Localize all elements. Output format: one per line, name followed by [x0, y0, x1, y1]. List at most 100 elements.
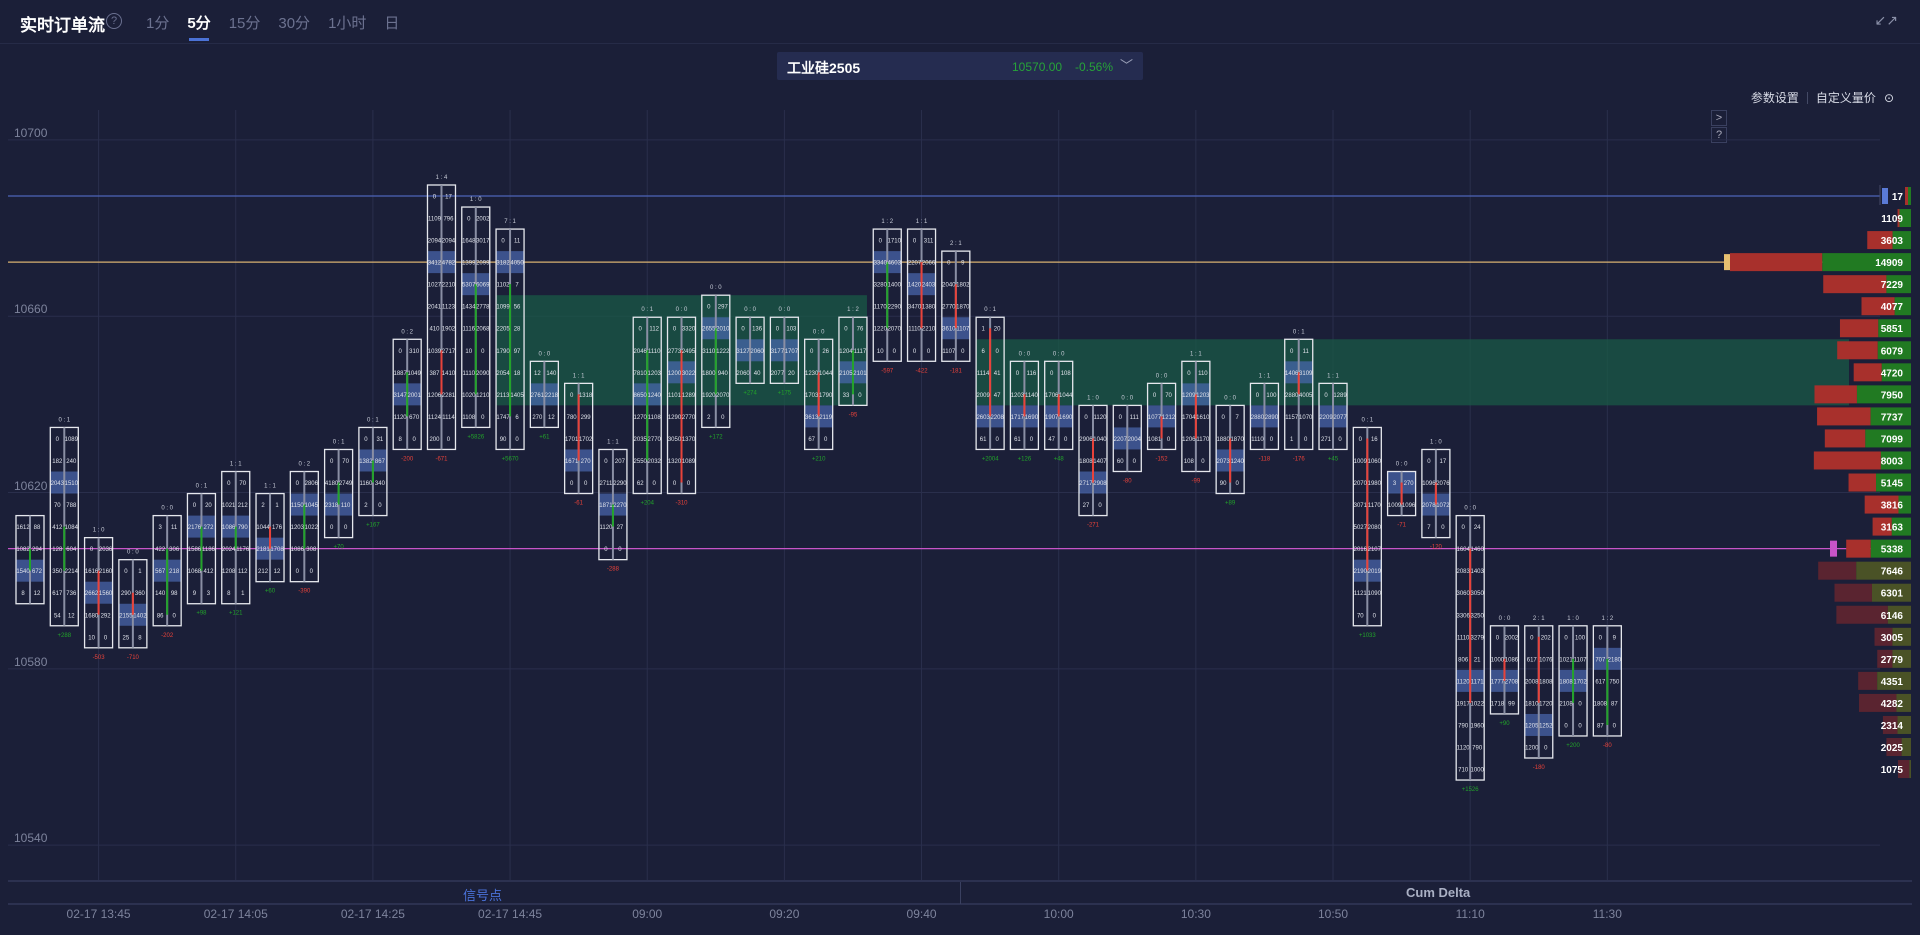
bid-volume: 2207 [908, 261, 922, 267]
ask-volume: 310 [409, 349, 420, 355]
tab-interval[interactable]: 1分 [146, 15, 170, 32]
collapse-arrows-icon[interactable]: ↙↗ [1874, 12, 1898, 28]
candle-signal-count: 0 : 0 [710, 285, 722, 291]
bid-volume: 3127 [736, 349, 750, 355]
bid-volume: 2880 [1285, 393, 1299, 399]
ask-volume: 1400 [888, 283, 902, 289]
ask-volume: 103 [786, 327, 797, 333]
bid-volume: 5307 [462, 283, 476, 289]
ask-volume: 0 [1578, 701, 1582, 707]
bid-volume: 2711 [599, 481, 613, 487]
bid-volume: 2880 [1251, 415, 1265, 421]
profile-row: 1075 [1881, 760, 1911, 779]
ask-volume: 1203 [1196, 393, 1210, 399]
bid-volume: 3110 [702, 349, 716, 355]
bid-volume: 1110 [908, 327, 921, 333]
ask-volume: 2495 [682, 349, 696, 355]
ask-volume: 0 [1578, 723, 1582, 729]
bid-volume: 1434 [462, 305, 476, 311]
ask-volume: 1120 [1094, 415, 1108, 421]
ask-volume: 2107 [1368, 547, 1382, 553]
bid-volume: 2155 [119, 613, 133, 619]
profile-volume: 4351 [1881, 677, 1904, 688]
bid-volume: 1160 [359, 481, 373, 487]
bid-volume: 2655 [702, 327, 716, 333]
bid-volume: 0 [399, 349, 403, 355]
ask-volume: 867 [375, 459, 386, 465]
ask-volume: 2890 [1265, 415, 1279, 421]
profile-volume: 7229 [1881, 280, 1904, 291]
bid-volume: 2550 [634, 459, 648, 465]
candle-delta: +1526 [1462, 787, 1480, 793]
profile-sell-bar [1730, 253, 1823, 272]
ask-volume: 1402 [133, 613, 147, 619]
symbol-name: 工业硅2505 [787, 60, 861, 76]
tab-signals[interactable]: 信号点 [463, 888, 503, 903]
ask-volume: 1076 [1539, 657, 1553, 663]
ask-volume: 7 [1235, 415, 1239, 421]
ask-volume: 2099 [476, 261, 490, 267]
bid-volume: 1880 [1216, 437, 1230, 443]
candle-delta: +48 [1054, 456, 1065, 462]
tab-cum-delta[interactable]: Cum Delta [1406, 885, 1471, 900]
bid-volume: 0 [673, 327, 677, 333]
ask-volume: 2070 [716, 393, 730, 399]
chevron-down-icon: ﹀ [1120, 58, 1134, 73]
custom-volume-price-link[interactable]: 自定义量价 [1815, 91, 1876, 105]
bid-volume: 108 [1184, 459, 1195, 465]
footprint-candle: 0 17 1096 2076 2078 1072 7 0 1 : 0 -120 [1421, 439, 1451, 551]
profile-row: 4077 [1861, 297, 1911, 316]
params-settings-link[interactable]: 参数设置 [1750, 91, 1799, 105]
ask-volume: 0 [584, 481, 588, 487]
ask-volume: 1 [138, 569, 142, 575]
bid-volume: 1120 [1457, 746, 1471, 752]
ask-volume: 311 [924, 239, 934, 245]
tab-interval[interactable]: 30分 [278, 15, 311, 32]
bid-volume: 1420 [908, 283, 922, 289]
footprint-candle: 0 1089 182 240 2043 1510 70 788 412 1084 128 604 350… [49, 417, 79, 639]
settings-circle-icon[interactable]: ⊙ [1883, 90, 1894, 105]
bid-volume: 9 [193, 591, 197, 597]
ask-volume: 100 [1575, 635, 1586, 641]
candle-signal-count: 0 : 1 [333, 439, 345, 445]
tab-interval[interactable]: 15分 [228, 15, 261, 32]
candle-signal-count: 0 : 0 [676, 307, 688, 313]
ask-volume: 1902 [442, 327, 456, 333]
candle-delta: +70 [334, 545, 345, 551]
time-label: 10:30 [1180, 907, 1211, 921]
bid-volume: 2077 [771, 371, 785, 377]
ask-volume: 2036 [99, 547, 113, 553]
help-button[interactable]: ? [1711, 127, 1727, 143]
footprint-candle: 12 140 2761 2218 270 12 0 : 0 +61 [529, 351, 559, 440]
bid-volume: 1114 [977, 371, 990, 377]
ask-volume: 2160 [99, 569, 113, 575]
bid-volume: 61 [1014, 437, 1021, 443]
ask-volume: 1460 [1471, 547, 1485, 553]
bid-volume: 1150 [291, 503, 305, 509]
symbol-selector[interactable]: 工业硅2505 10570.00 -0.56% ﹀ [777, 52, 1143, 80]
footprint-candle: 0 1289 2209 2077 271 0 1 : 1 +45 [1318, 373, 1348, 462]
profile-volume: 1075 [1881, 765, 1904, 776]
bid-volume: 1230 [805, 371, 819, 377]
ask-volume: 31 [377, 437, 384, 443]
bid-volume: 182 [52, 459, 63, 465]
ask-volume: 2218 [545, 393, 559, 399]
tab-interval[interactable]: 5分 [187, 12, 211, 41]
profile-buy-bar [1887, 605, 1911, 624]
question-circle-icon[interactable]: ? [106, 13, 122, 29]
tab-interval[interactable]: 1小时 [328, 15, 367, 32]
candle-signal-count: 1 : 0 [1567, 616, 1579, 622]
candle-signal-count: 1 : 0 [1430, 439, 1442, 445]
footprint-candle: 0 111 2207 2004 60 0 0 : 0 -80 [1112, 395, 1142, 484]
candle-delta: +121 [229, 611, 243, 617]
time-label: 09:20 [769, 907, 800, 921]
tab-interval[interactable]: 日 [384, 15, 400, 32]
bid-volume: 1081 [1148, 437, 1162, 443]
profile-volume: 3816 [1881, 501, 1904, 512]
profile-buy-bar [1897, 715, 1911, 734]
bid-volume: 1747 [496, 415, 510, 421]
expand-button[interactable]: > [1711, 110, 1727, 126]
bid-volume: 1107 [942, 349, 956, 355]
